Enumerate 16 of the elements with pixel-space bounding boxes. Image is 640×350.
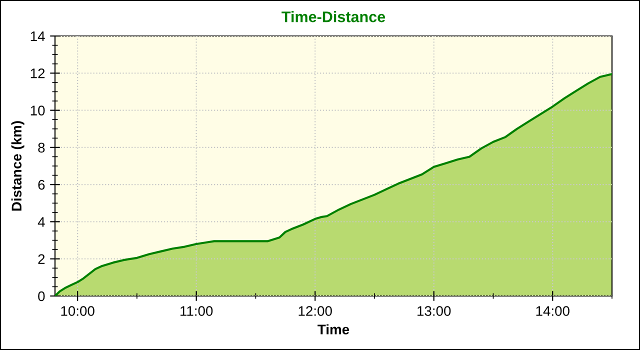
x-tick-label: 10:00 xyxy=(61,306,94,316)
chart-title: Time-Distance xyxy=(282,11,386,22)
x-tick-label: 12:00 xyxy=(298,306,332,316)
x-axis-title: Time xyxy=(318,324,350,334)
x-tick-label: 14:00 xyxy=(536,306,570,316)
y-tick-label: 8 xyxy=(38,142,45,153)
x-tick-label: 11:00 xyxy=(180,306,213,316)
x-tick-label: 13:00 xyxy=(418,306,451,316)
y-tick-label: 0 xyxy=(38,291,45,302)
y-tick-label: 6 xyxy=(38,180,45,190)
y-axis-title: Distance (km) xyxy=(11,121,24,211)
y-tick-label: 2 xyxy=(38,254,45,264)
y-tick-label: 12 xyxy=(30,68,45,78)
y-tick-label: 14 xyxy=(30,31,45,42)
y-tick-label: 4 xyxy=(38,217,45,227)
y-tick-label: 10 xyxy=(30,106,45,116)
